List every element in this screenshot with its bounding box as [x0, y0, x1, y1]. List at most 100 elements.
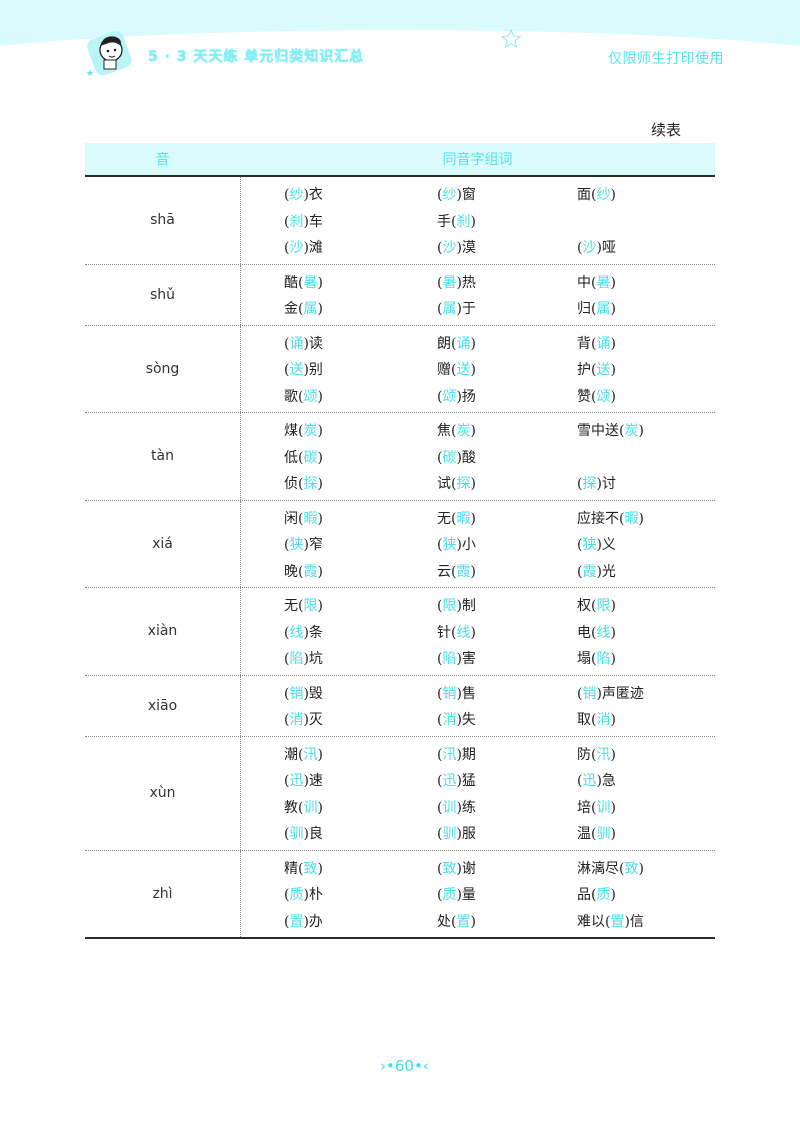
homophone-char: 质	[596, 887, 611, 904]
word-item: 塌(陷)	[577, 648, 715, 668]
homophone-char: 暑	[596, 274, 611, 291]
word-list: 潮(汛) (汛)期 防(汛) (迅)速 (迅)猛 (迅)急 教(训) (训)练 培(训) (驯)良…	[241, 737, 715, 850]
word-suffix: )窗	[456, 187, 476, 204]
word-prefix: (	[577, 537, 583, 554]
homophone-char: 致	[624, 860, 639, 877]
word-item: 手(刹)	[437, 211, 577, 231]
word-suffix: )	[317, 301, 323, 318]
table-header: 音 同音字组词	[85, 143, 715, 177]
word-list: 闲(暇) 无(暇) 应接不(暇) (狭)窄 (狭)小 (狭)义 晚(霞) 云(霞) (霞)光	[241, 501, 715, 588]
word-item: (纱)窗	[437, 184, 577, 204]
word-suffix: )办	[303, 913, 323, 930]
table-group: sòng (诵)读 朗(诵) 背(诵) (送)别 赠(送) 护(送) 歌(颂) (颂)扬 赞(颂)	[85, 325, 715, 413]
word-suffix: )哑	[596, 240, 616, 257]
word-prefix: 焦(	[437, 423, 457, 440]
word-item: 取(消)	[577, 709, 715, 729]
word-suffix: )	[470, 624, 476, 641]
word-suffix: )	[317, 799, 323, 816]
word-row: (陷)坑 (陷)害 塌(陷)	[241, 645, 715, 672]
word-suffix: )	[317, 746, 323, 763]
homophone-char: 销	[442, 685, 457, 702]
page-marker-right-icon: •‹	[413, 1057, 429, 1075]
word-item: (沙)哑	[577, 237, 715, 257]
pinyin-cell: tàn	[85, 413, 241, 500]
homophone-char: 汛	[303, 746, 318, 763]
word-suffix: )	[470, 476, 476, 493]
word-suffix: )失	[456, 712, 476, 729]
word-prefix: (	[284, 685, 290, 702]
homophone-char: 线	[596, 624, 611, 641]
word-suffix: )	[610, 335, 616, 352]
table-group: xiāo (销)毁 (销)售 (销)声匿迹 (消)灭 (消)失 取(消)	[85, 675, 715, 737]
word-suffix: )	[610, 712, 616, 729]
homophone-char: 探	[456, 476, 471, 493]
word-item: 应接不(暇)	[577, 508, 715, 528]
word-suffix: )猛	[456, 773, 476, 790]
word-suffix: )光	[596, 563, 616, 580]
homophone-char: 致	[442, 860, 457, 877]
word-suffix: )	[317, 274, 323, 291]
word-suffix: )	[610, 799, 616, 816]
word-suffix: )	[317, 563, 323, 580]
word-prefix: (	[437, 712, 443, 729]
word-item: (诵)读	[284, 333, 437, 353]
word-item: (探)讨	[577, 473, 715, 493]
word-prefix: 取(	[577, 712, 597, 729]
word-prefix: (	[577, 240, 583, 257]
column-header-words: 同音字组词	[442, 152, 513, 168]
word-prefix: 酷(	[284, 274, 304, 291]
word-prefix: (	[437, 449, 443, 466]
word-prefix: (	[284, 712, 290, 729]
word-prefix: (	[577, 476, 583, 493]
word-suffix: )	[610, 388, 616, 405]
word-suffix: )制	[456, 598, 476, 615]
word-suffix: )	[610, 624, 616, 641]
homophone-char: 送	[456, 362, 471, 379]
homophone-char: 送	[596, 362, 611, 379]
word-prefix: 背(	[577, 335, 597, 352]
word-suffix: )朴	[303, 887, 323, 904]
word-item: 背(诵)	[577, 333, 715, 353]
word-prefix: (	[284, 913, 290, 930]
word-item: (销)毁	[284, 683, 437, 703]
table-group: shā (纱)衣 (纱)窗 面(纱) (刹)车 手(刹) (沙)滩 (沙)漠 (沙)哑	[85, 177, 715, 265]
word-prefix: 云(	[437, 563, 457, 580]
homophone-char: 训	[442, 799, 457, 816]
word-item: (霞)光	[577, 561, 715, 581]
word-prefix: (	[284, 187, 290, 204]
word-item: 教(训)	[284, 797, 437, 817]
word-item: (质)量	[437, 884, 577, 904]
word-prefix: 赠(	[437, 362, 457, 379]
word-row: (狭)窄 (狭)小 (狭)义	[241, 531, 715, 558]
word-item: (狭)小	[437, 534, 577, 554]
word-row: (刹)车 手(刹)	[241, 208, 715, 235]
homophone-char: 驯	[596, 826, 611, 843]
word-item: 焦(炭)	[437, 420, 577, 440]
word-suffix: )滩	[303, 240, 323, 257]
table-group: tàn 煤(炭) 焦(炭) 雪中送(炭) 低(碳) (碳)酸 侦(探) 试(探) (探)讨	[85, 413, 715, 501]
word-row: 潮(汛) (汛)期 防(汛)	[241, 741, 715, 768]
word-suffix: )	[470, 510, 476, 527]
word-prefix: (	[437, 746, 443, 763]
word-suffix: )售	[456, 685, 476, 702]
word-prefix: (	[437, 598, 443, 615]
word-prefix: 防(	[577, 746, 597, 763]
word-row: (沙)滩 (沙)漠 (沙)哑	[241, 234, 715, 261]
word-prefix: 歌(	[284, 388, 304, 405]
homophone-char: 暑	[303, 274, 318, 291]
word-prefix: (	[284, 773, 290, 790]
homophone-char: 消	[289, 712, 304, 729]
word-suffix: )漠	[456, 240, 476, 257]
word-prefix: 晚(	[284, 563, 304, 580]
word-suffix: )	[610, 826, 616, 843]
word-suffix: )酸	[456, 449, 476, 466]
word-row: (诵)读 朗(诵) 背(诵)	[241, 330, 715, 357]
word-prefix: 闲(	[284, 510, 304, 527]
word-prefix: 品(	[577, 887, 597, 904]
word-prefix: 精(	[284, 860, 304, 877]
word-item: 防(汛)	[577, 744, 715, 764]
homophone-char: 纱	[442, 187, 457, 204]
page-marker-left-icon: ›•	[380, 1057, 395, 1075]
homophone-char: 销	[289, 685, 304, 702]
word-suffix: )	[638, 860, 644, 877]
